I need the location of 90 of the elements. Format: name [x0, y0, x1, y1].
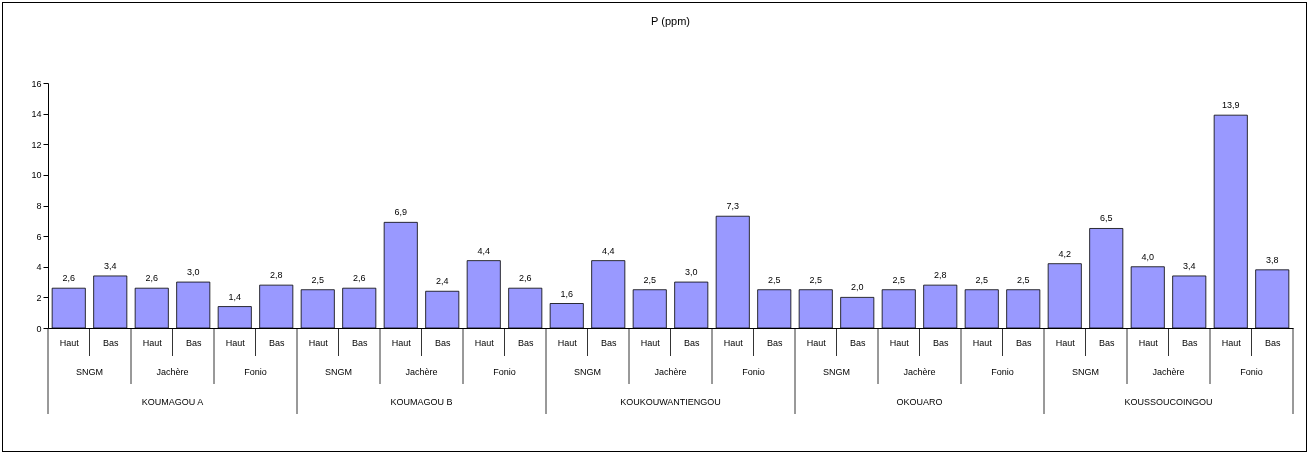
x-tick-label: Haut — [391, 337, 412, 348]
data-label: 2,5 — [809, 274, 823, 285]
data-label: 4,4 — [601, 245, 615, 256]
text: SNGM — [823, 367, 850, 377]
x-tick-label: Bas — [1098, 337, 1115, 348]
x-tick-label: Haut — [308, 337, 329, 348]
data-label: 2,0 — [850, 282, 864, 293]
x-tick-label: Haut — [889, 337, 910, 348]
x-tick-label: Bas — [683, 337, 700, 348]
text: KOUSSOUCOINGOU — [1124, 397, 1213, 407]
x-tick-label: Haut — [225, 337, 246, 348]
x-tick-label: Haut — [1055, 337, 1076, 348]
x-tick-label: Haut — [59, 337, 80, 348]
data-label: 6,9 — [394, 207, 408, 218]
data-label: 3,4 — [1182, 260, 1196, 271]
x-tick-label: Bas — [351, 337, 368, 348]
x-tick-label: Haut — [972, 337, 993, 348]
data-label: 2,5 — [311, 274, 325, 285]
y-tick-label: 10 — [31, 170, 42, 181]
x-tick-label: Haut — [474, 337, 495, 348]
x-tick-label: Bas — [434, 337, 451, 348]
data-label: 2,8 — [269, 270, 283, 281]
text: Jachère — [654, 367, 687, 377]
data-label: 7,3 — [726, 201, 740, 212]
x-tick-label: Bas — [185, 337, 202, 348]
text: Fonio — [991, 367, 1014, 377]
data-label: 2,5 — [975, 274, 989, 285]
data-label: 4,2 — [1058, 248, 1072, 259]
text: OKOUARO — [896, 397, 943, 407]
data-label: 4,4 — [477, 245, 491, 256]
text: SNGM — [325, 367, 352, 377]
x-tick-label: Bas — [268, 337, 285, 348]
data-label: 2,4 — [435, 276, 449, 287]
data-label: 3,4 — [103, 260, 117, 271]
y-tick-label: 8 — [36, 201, 42, 211]
text: SNGM — [1072, 367, 1099, 377]
data-label: 2,6 — [352, 273, 366, 284]
data-label: 1,4 — [228, 291, 242, 302]
y-tick-label: 4 — [36, 262, 42, 273]
x-tick-label: Bas — [932, 337, 949, 348]
y-tick-label: 0 — [36, 323, 42, 334]
x-tick-label: Bas — [849, 337, 866, 348]
x-tick-label: Bas — [600, 337, 617, 348]
data-label: 2,6 — [518, 273, 532, 284]
data-label: 2,5 — [767, 274, 781, 285]
data-label: 4,0 — [1141, 251, 1155, 262]
x-tick-label: Haut — [640, 337, 661, 348]
text: Fonio — [244, 367, 267, 377]
x-tick-label: Haut — [723, 337, 744, 348]
y-tick-label: 6 — [36, 231, 42, 242]
text: Jachère — [1152, 367, 1185, 377]
data-label: 1,6 — [560, 288, 574, 299]
data-label: 3,8 — [1265, 254, 1279, 265]
x-tick-label: Bas — [766, 337, 783, 348]
text: KOUKOUWANTIENGOU — [620, 397, 721, 407]
x-tick-label: Bas — [1181, 337, 1198, 348]
data-label: 3,0 — [186, 267, 200, 278]
x-tick-label: Bas — [1264, 337, 1281, 348]
x-tick-label: Bas — [1015, 337, 1032, 348]
x-tick-label: Bas — [102, 337, 119, 348]
data-label: 2,5 — [892, 274, 906, 285]
data-label: 13,9 — [1221, 100, 1240, 111]
data-label: 3,0 — [684, 267, 698, 278]
text: SNGM — [76, 367, 103, 377]
text: Fonio — [1240, 367, 1263, 377]
text: Jachère — [156, 367, 189, 377]
text: SNGM — [574, 367, 601, 377]
y-tick-label: 16 — [31, 78, 42, 89]
y-tick-label: 14 — [31, 109, 42, 120]
data-label: 2,8 — [933, 270, 947, 281]
text: Jachère — [903, 367, 936, 377]
x-tick-label: Haut — [1138, 337, 1159, 348]
text: Fonio — [493, 367, 516, 377]
text: KOUMAGOU B — [390, 397, 453, 407]
text: Fonio — [742, 367, 765, 377]
data-label: 2,6 — [62, 273, 76, 284]
y-tick-label: 12 — [31, 139, 42, 150]
y-tick-label: 2 — [36, 292, 42, 303]
x-tick-label: Haut — [806, 337, 827, 348]
text: Jachère — [405, 367, 438, 377]
text: KOUMAGOU A — [141, 397, 204, 407]
x-tick-label: Haut — [142, 337, 163, 348]
chart-title: P (ppm) — [651, 15, 690, 27]
data-label: 2,5 — [643, 274, 657, 285]
data-label: 6,5 — [1099, 213, 1113, 224]
x-tick-label: Haut — [1221, 337, 1242, 348]
x-tick-label: Bas — [517, 337, 534, 348]
data-label: 2,6 — [145, 273, 159, 284]
x-tick-label: Haut — [557, 337, 578, 348]
data-label: 2,5 — [1016, 274, 1030, 285]
